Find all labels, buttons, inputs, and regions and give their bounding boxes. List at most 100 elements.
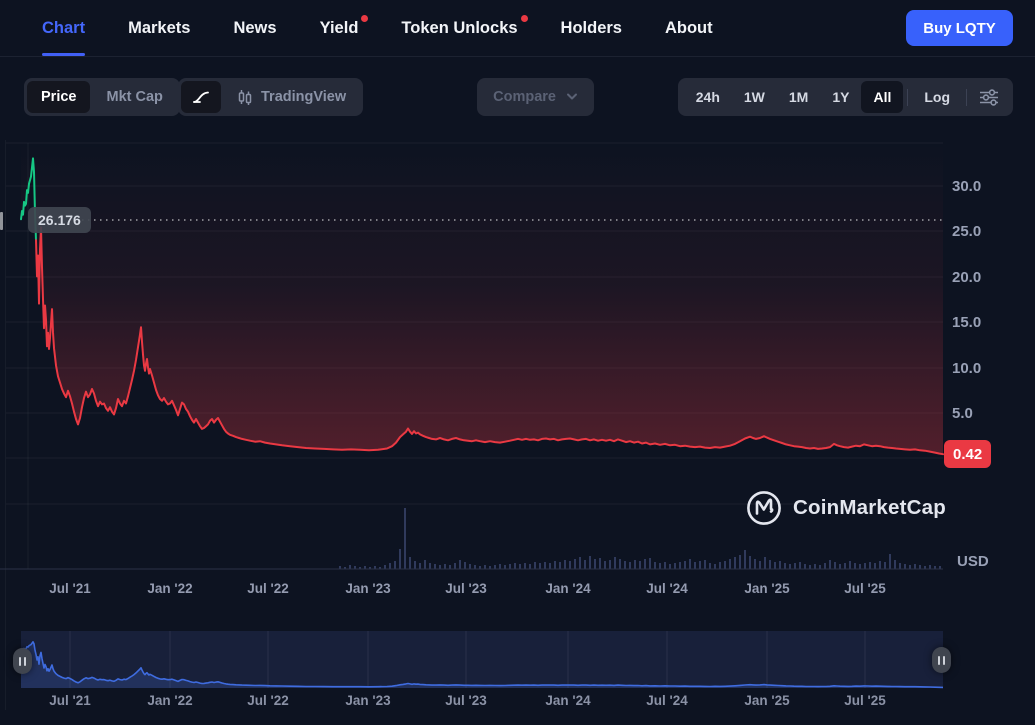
volume-bar — [594, 559, 596, 569]
coinmarketcap-watermark: CoinMarketCap — [745, 489, 946, 527]
volume-bar — [714, 564, 716, 569]
volume-bar — [669, 564, 671, 569]
volume-bar — [929, 565, 931, 569]
navigator-right-handle[interactable] — [932, 647, 951, 673]
tab-news[interactable]: News — [233, 18, 277, 37]
volume-bar — [699, 561, 701, 569]
volume-bar — [454, 563, 456, 569]
navigator-panel[interactable] — [21, 631, 943, 688]
watermark-text: CoinMarketCap — [793, 496, 946, 519]
volume-bar — [544, 562, 546, 569]
price-line-down-segment — [35, 226, 944, 456]
volume-bar — [644, 559, 646, 569]
volume-bar — [429, 563, 431, 569]
price-toggle[interactable]: Price — [27, 81, 91, 113]
range-1y[interactable]: 1Y — [832, 89, 850, 105]
volume-bar — [829, 560, 831, 569]
buy-lqty-button[interactable]: Buy LQTY — [906, 10, 1013, 46]
volume-bar — [534, 562, 536, 569]
divider — [966, 88, 967, 106]
tab-about[interactable]: About — [664, 18, 713, 37]
tab-holders[interactable]: Holders — [560, 18, 622, 37]
mktcap-toggle[interactable]: Mkt Cap — [106, 89, 163, 105]
range-1m[interactable]: 1M — [788, 89, 809, 105]
range-1w[interactable]: 1W — [743, 89, 765, 105]
price-chart[interactable]: 30.0 25.0 20.0 15.0 10.0 5.0 Jul '21 Jan '22 Jul… — [0, 130, 1035, 610]
volume-bar — [794, 563, 796, 569]
volume-bar — [474, 565, 476, 569]
range-navigator[interactable]: Jul '21 Jan '22 Jul '22 Jan '23 Jul '23 Jan '… — [0, 615, 1035, 725]
volume-bar — [514, 563, 516, 569]
volume-bar — [684, 561, 686, 569]
volume-bar — [909, 565, 911, 569]
price-line-up-segment — [20, 157, 37, 242]
volume-bar — [624, 561, 626, 569]
volume-bar — [674, 563, 676, 569]
coinmarketcap-logo-icon — [745, 489, 783, 527]
volume-bar — [844, 563, 846, 569]
price-area-gradient — [21, 143, 943, 455]
volume-bar — [839, 564, 841, 569]
volume-bar — [689, 559, 691, 569]
volume-bar — [859, 564, 861, 569]
navigator-left-handle[interactable] — [13, 648, 32, 674]
range-24h[interactable]: 24h — [695, 89, 720, 105]
range-all[interactable]: All — [861, 81, 904, 113]
navigator-line — [20, 640, 944, 689]
y-axis-label: 30.0 — [952, 178, 981, 195]
compare-dropdown[interactable]: Compare — [477, 78, 594, 116]
y-axis-label: 10.0 — [952, 360, 981, 377]
volume-bar — [449, 565, 451, 569]
volume-bar — [879, 561, 881, 569]
volume-bar — [659, 563, 661, 569]
tradingview-toggle[interactable]: TradingView — [223, 81, 360, 113]
volume-bar — [374, 566, 376, 569]
volume-bar — [664, 562, 666, 569]
x-axis-label: Jan '22 — [147, 581, 192, 596]
volume-bar — [834, 562, 836, 569]
line-chart-toggle[interactable] — [181, 81, 221, 113]
divider — [907, 88, 909, 106]
tab-yield[interactable]: Yield — [320, 0, 369, 56]
volume-bar — [399, 549, 401, 569]
volume-bar — [569, 561, 571, 569]
volume-bar — [799, 562, 801, 569]
volume-bar — [654, 562, 656, 569]
volume-bar — [489, 566, 491, 569]
tab-markets[interactable]: Markets — [128, 18, 191, 37]
volume-bar — [499, 564, 501, 569]
volume-bar — [874, 563, 876, 569]
previous-close-tick — [0, 212, 3, 230]
y-axis-label: 20.0 — [952, 269, 981, 286]
volume-bar — [614, 557, 616, 569]
volume-bar — [864, 563, 866, 569]
chart-left-border — [5, 140, 6, 710]
volume-bar — [869, 562, 871, 569]
chart-settings-button[interactable] — [971, 88, 1007, 106]
currency-label: USD — [957, 553, 989, 570]
tab-token-unlocks[interactable]: Token Unlocks — [401, 0, 528, 56]
volume-bar — [409, 557, 411, 569]
volume-bar — [359, 567, 361, 569]
chart-type-toggle: TradingView — [178, 78, 364, 116]
chevron-down-icon — [566, 93, 578, 101]
volume-bar — [609, 560, 611, 569]
volume-bar — [904, 564, 906, 569]
volume-bar — [599, 558, 601, 569]
log-scale-toggle[interactable]: Log — [924, 89, 950, 105]
volume-bar — [629, 562, 631, 569]
tab-chart[interactable]: Chart — [42, 0, 86, 56]
volume-bar — [404, 508, 406, 569]
volume-bar — [549, 563, 551, 569]
volume-bar — [849, 561, 851, 569]
navigator-axis-label: Jul '22 — [247, 693, 288, 708]
volume-bar — [414, 561, 416, 569]
volume-bar — [649, 558, 651, 569]
volume-bar — [924, 566, 926, 569]
volume-bar — [459, 560, 461, 569]
volume-bar — [819, 565, 821, 569]
sliders-icon — [979, 88, 999, 106]
volume-bar — [889, 554, 891, 569]
volume-bar — [894, 560, 896, 569]
volume-bar — [579, 557, 581, 569]
